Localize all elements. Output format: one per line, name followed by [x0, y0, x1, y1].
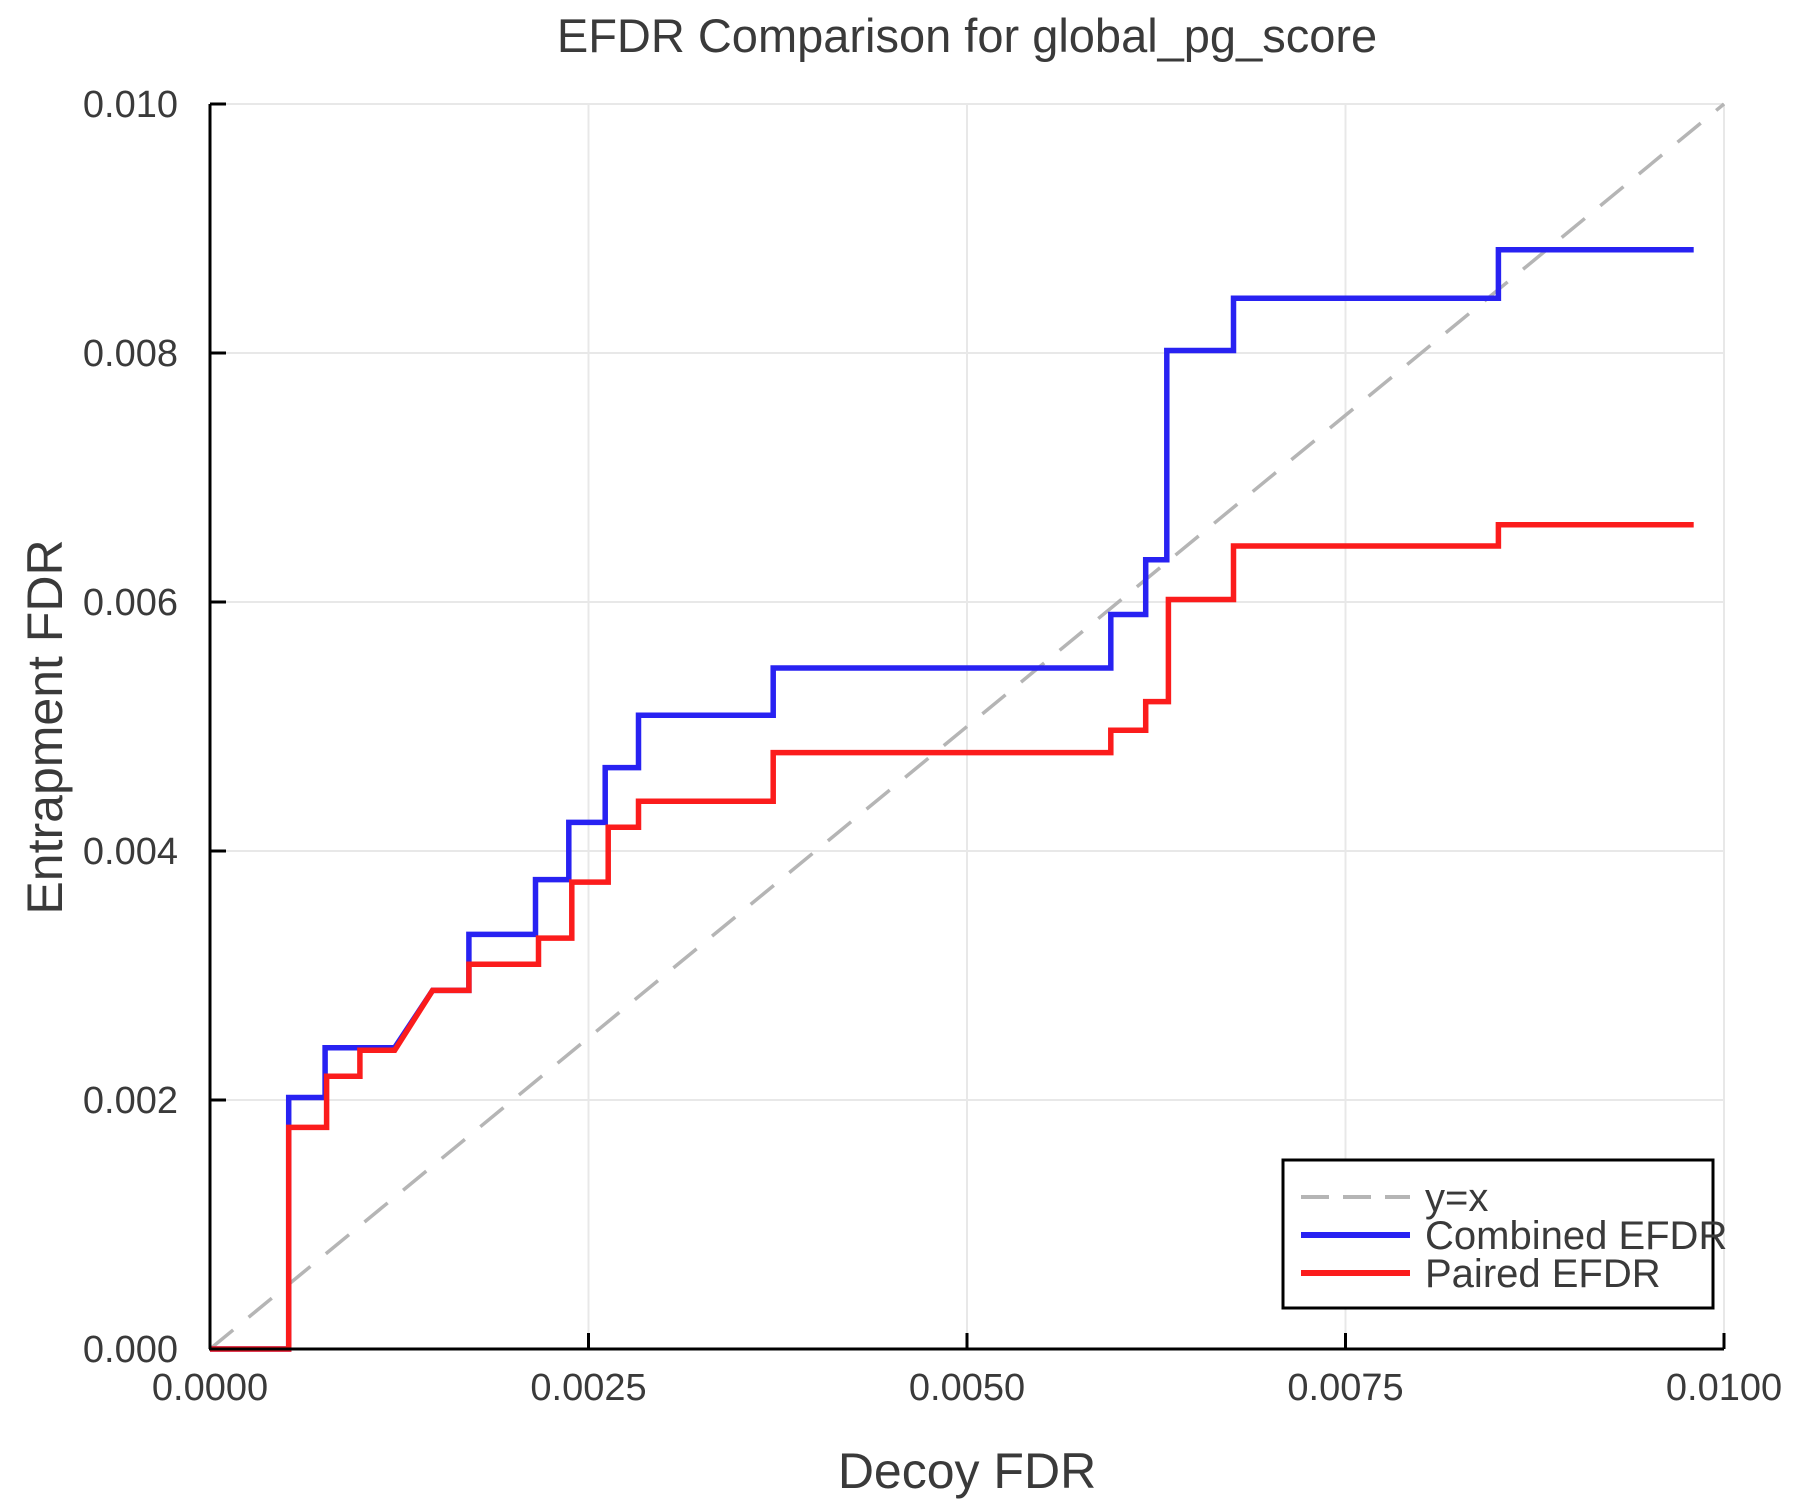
x-axis-label: Decoy FDR	[838, 1443, 1096, 1499]
y-tick-label: 0.002	[83, 1080, 178, 1122]
y-tick-label: 0.000	[83, 1329, 178, 1371]
chart-title: EFDR Comparison for global_pg_score	[557, 9, 1377, 62]
series-lines	[208, 102, 1726, 1352]
y-tick-label: 0.010	[83, 84, 178, 126]
x-tick-label: 0.0100	[1666, 1367, 1782, 1409]
y-tick-label: 0.004	[83, 831, 178, 873]
x-tick-label: 0.0000	[152, 1367, 268, 1409]
legend-label-paired: Paired EFDR	[1425, 1252, 1661, 1296]
paired-efdr-line	[210, 522, 1694, 1352]
y-tick-label: 0.006	[83, 582, 178, 624]
tick-labels: 0.0000 0.0025 0.0050 0.0075 0.0100 0.000 0.002…	[83, 84, 1782, 1409]
x-tick-label: 0.0025	[530, 1367, 646, 1409]
legend-label-combined: Combined EFDR	[1425, 1214, 1727, 1258]
axes-spines	[208, 102, 1726, 1351]
x-tick-label: 0.0050	[909, 1367, 1025, 1409]
legend: y=x Combined EFDR Paired EFDR	[1281, 1158, 1727, 1310]
identity-line	[208, 102, 1726, 1351]
legend-label-identity: y=x	[1425, 1176, 1488, 1220]
x-tick-label: 0.0075	[1287, 1367, 1403, 1409]
y-axis-label: Entrapment FDR	[17, 539, 73, 914]
y-tick-label: 0.008	[83, 333, 178, 375]
